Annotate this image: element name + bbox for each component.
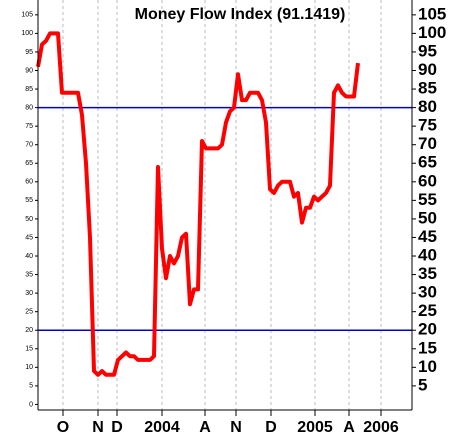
y-tick-label: 100 — [21, 30, 33, 37]
x-tick-label: N — [92, 419, 104, 436]
y-tick-label: 40 — [25, 253, 33, 260]
y-tick-label: 90 — [25, 67, 33, 74]
y2-tick-label: 70 — [418, 134, 437, 153]
y-tick-label: 65 — [25, 160, 33, 167]
y-tick-label: 75 — [25, 123, 33, 130]
y2-tick-label: 65 — [418, 153, 437, 172]
y2-tick-label: 5 — [418, 375, 427, 394]
y2-tick-label: 75 — [418, 116, 437, 135]
y2-tick-label: 60 — [418, 171, 437, 190]
mfi-line — [36, 31, 360, 377]
y-tick-label: 105 — [21, 12, 33, 19]
y2-tick-label: 20 — [418, 320, 437, 339]
y2-tick-label: 25 — [418, 301, 437, 320]
y2-tick-label: 100 — [418, 23, 446, 42]
y-tick-label: 15 — [25, 346, 33, 353]
y2-tick-label: 85 — [418, 79, 437, 98]
y2-tick-label: 30 — [418, 283, 437, 302]
y-tick-label: 5 — [29, 383, 33, 390]
x-tick-label: A — [343, 419, 355, 436]
y2-tick-label: 45 — [418, 227, 437, 246]
y-tick-label: 55 — [25, 197, 33, 204]
y-tick-label: 70 — [25, 142, 33, 149]
plot — [36, 31, 412, 377]
y-tick-label: 50 — [25, 216, 33, 223]
y2-tick-label: 55 — [418, 190, 437, 209]
y2-tick-label: 95 — [418, 41, 437, 60]
y-tick-label: 45 — [25, 234, 33, 241]
y2-tick-label: 105 — [418, 4, 446, 23]
y-tick-label: 0 — [29, 401, 33, 408]
y2-tick-label: 35 — [418, 264, 437, 283]
y-tick-label: 25 — [25, 309, 33, 316]
x-tick-label: O — [57, 419, 69, 436]
y2-tick-label: 50 — [418, 208, 437, 227]
x-tick-label: 2006 — [363, 419, 399, 436]
x-tick-label: D — [111, 419, 123, 436]
x-tick-label: A — [199, 419, 211, 436]
y2-tick-label: 10 — [418, 357, 437, 376]
y-tick-label: 30 — [25, 290, 33, 297]
y-tick-label: 35 — [25, 271, 33, 278]
grid — [62, 0, 382, 410]
chart-title: Money Flow Index (91.1419) — [135, 6, 346, 23]
y2-tick-label: 40 — [418, 246, 437, 265]
y2-tick-label: 15 — [418, 338, 437, 357]
y2-tick-label: 80 — [418, 97, 437, 116]
y-tick-label: 85 — [25, 86, 33, 93]
x-tick-label: 2005 — [297, 419, 333, 436]
y2-tick-label: 90 — [418, 60, 437, 79]
y-tick-label: 20 — [25, 327, 33, 334]
y-tick-label: 95 — [25, 49, 33, 56]
x-tick-label: D — [265, 419, 277, 436]
y-tick-label: 10 — [25, 364, 33, 371]
x-tick-label: N — [230, 419, 242, 436]
y-tick-label: 80 — [25, 104, 33, 111]
x-tick-label: 2004 — [144, 419, 180, 436]
y-tick-label: 60 — [25, 179, 33, 186]
